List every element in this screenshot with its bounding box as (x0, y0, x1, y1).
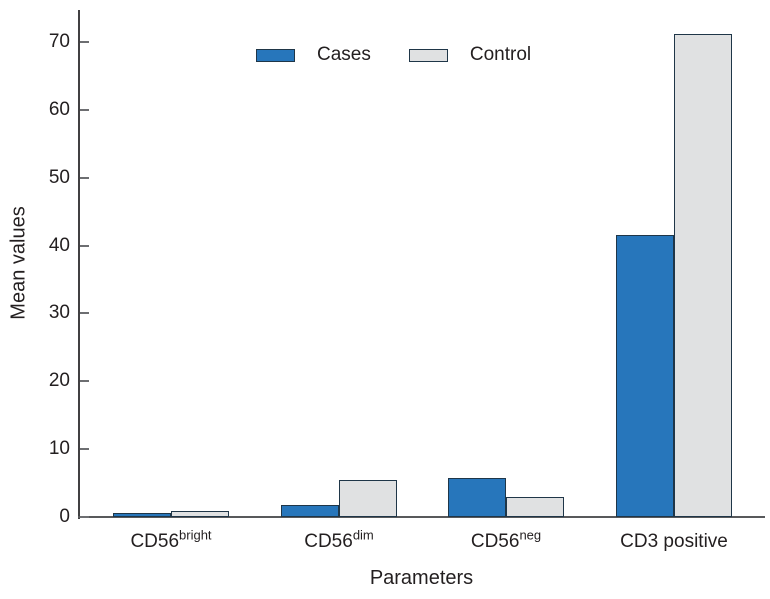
legend-label-control: Control (469, 44, 532, 65)
bar-cases-cd56bright (113, 512, 171, 517)
y-tick (80, 176, 89, 179)
y-tick (80, 312, 89, 315)
bar-cases-cd3-positive (616, 235, 674, 517)
x-category-label-cd56dim: CD56dim (304, 527, 374, 552)
y-axis-line (78, 10, 80, 519)
y-tick (80, 40, 89, 43)
y-axis-title: Mean values (7, 206, 30, 320)
y-tick-label: 0 (59, 506, 70, 527)
legend-item-cases: Cases (256, 44, 371, 66)
y-tick-label: 70 (48, 30, 70, 52)
y-tick-label: 60 (48, 98, 70, 120)
x-category-label-cd3-positive: CD3 positive (620, 531, 728, 552)
x-axis-line (78, 516, 765, 518)
legend: Cases Control (256, 44, 531, 66)
x-axis-title: Parameters (369, 567, 474, 589)
y-tick-label: 30 (48, 302, 70, 324)
y-tick-label: 10 (48, 438, 70, 460)
y-tick-label: 40 (48, 234, 70, 256)
y-tick (80, 244, 89, 247)
cases-swatch-icon (256, 48, 295, 62)
bar-control-cd56bright (171, 510, 229, 517)
bar-cases-cd56neg (448, 478, 506, 517)
y-tick (80, 380, 89, 383)
bar-control-cd56dim (339, 479, 397, 517)
control-swatch-icon (408, 48, 448, 62)
bar-control-cd3-positive (674, 33, 732, 517)
y-tick (80, 516, 89, 518)
legend-label-cases: Cases (317, 44, 371, 65)
x-category-label-cd56neg: CD56neg (470, 527, 542, 552)
bar-control-cd56neg (506, 497, 564, 517)
y-tick (80, 108, 89, 111)
x-category-label-cd56bright: CD56bright (130, 527, 212, 552)
y-tick-label: 50 (48, 166, 70, 188)
y-tick-label: 20 (48, 370, 70, 392)
legend-item-control: Control (408, 44, 532, 66)
plot-area: Cases Control 0 10 20 30 40 50 60 70 CD56bright C… (49, 10, 765, 552)
y-tick (80, 448, 89, 451)
bar-cases-cd56dim (281, 504, 339, 517)
